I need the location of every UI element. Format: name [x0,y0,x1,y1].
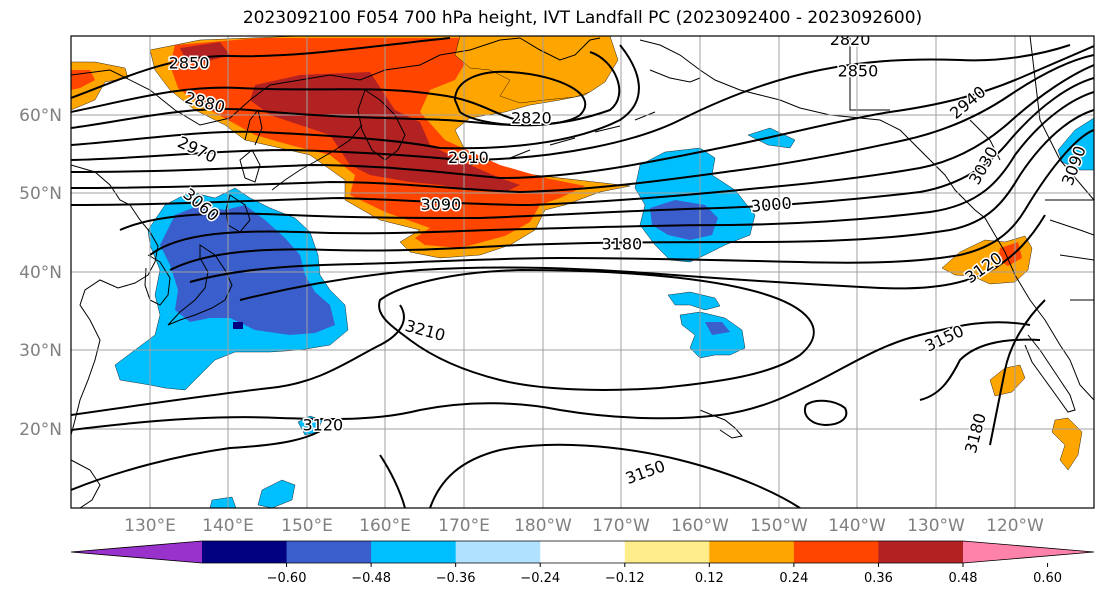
contour-label-group: 2910 [447,146,491,168]
colorbar-tick-label: 0.12 [695,571,724,586]
lon-tick: 130°E [124,516,176,536]
lon-tick: 150°E [281,516,333,536]
lat-tick: 60°N [19,106,62,126]
colorbar-extend-high [963,541,1094,563]
lon-tick: 170°W [592,516,650,536]
contour-label-group: 3120 [301,414,345,436]
colorbar-outline [70,540,1095,564]
contour-label-group: 2850 [167,52,211,74]
colorbar-segment [793,541,879,563]
lat-tick: 50°N [19,184,62,204]
contour-label: 2850 [169,54,210,73]
lon-tick: 140°E [202,516,254,536]
latitude-tick-labels: 20°N 30°N 40°N 50°N 60°N [19,106,62,440]
colorbar: −0.60 −0.48 −0.36 −0.24 −0.12 0.12 0.24 0.36 0.4… [70,540,1095,586]
contour-label-group: 3090 [419,194,463,216]
contour-label: 2850 [838,61,879,80]
colorbar-segment [540,541,626,563]
lon-tick: 120°W [986,516,1044,536]
colorbar-extend-low [71,541,202,563]
ivt-negative-anomaly-shading [114,117,1094,508]
colorbar-tick-label: −0.36 [436,571,476,586]
contour-label: 3090 [420,195,461,214]
colorbar-segment [709,541,795,563]
contour-label-group: 2820 [828,30,872,50]
ivt-cyan-south-1 [297,415,323,436]
lon-tick: 180°W [514,516,572,536]
colorbar-segment [878,541,964,563]
ivt-orange-mexico [1051,417,1083,471]
ivt-cyan-hawaii-north [667,291,721,311]
lat-tick: 40°N [19,263,62,283]
colorbar-tick-label: −0.48 [351,571,391,586]
ivt-redorange-west-edge [71,70,95,90]
ivt-cyan-south-2 [257,479,296,508]
colorbar-tick-label: 0.36 [864,571,893,586]
colorbar-segment [455,541,541,563]
contour-label: 2910 [448,148,489,167]
ivt-red-california [998,242,1022,266]
map-frame [70,35,1095,509]
contour-label: 3120 [302,415,343,434]
ivt-navy-spot [233,322,243,329]
map-title: 2023092100 F054 700 hPa height, IVT Land… [242,8,923,28]
lon-tick: 150°W [750,516,808,536]
contour-label-group: 2820 [509,107,553,129]
colorbar-segment [371,541,457,563]
colorbar-segment [286,541,372,563]
ivt-cyan-south-3 [209,496,237,508]
ivt-cyan-alaska [747,127,796,149]
contour-label: 3180 [601,234,642,253]
coastlines [71,36,1094,508]
colorbar-tick-label: 0.48 [949,571,978,586]
contour-label-group: 3180 [600,233,644,255]
contour-label: 2820 [511,109,552,128]
lon-tick: 140°W [828,516,886,536]
colorbar-tick-label: −0.60 [267,571,307,586]
height-contours [71,37,1094,508]
colorbar-segment [202,541,288,563]
ivt-blue-hawaii [705,322,730,335]
lon-tick: 160°E [359,516,411,536]
contour-label: 2820 [830,30,871,49]
contour-label-group: 2850 [836,60,880,82]
colorbar-tick-label: −0.24 [520,571,560,586]
lon-tick: 170°E [438,516,490,536]
contour-label-group: 3000 [749,192,794,217]
ivt-cyan-hawaii [679,311,746,359]
longitude-tick-labels: 130°E 140°E 150°E 160°E 170°E 180°W 170°… [124,516,1044,536]
colorbar-tick-label: −0.12 [605,571,645,586]
lon-tick: 160°W [671,516,729,536]
lat-tick: 30°N [19,341,62,361]
contour-label: 3000 [750,193,792,215]
colorbar-tick-label: 0.60 [1033,571,1062,586]
colorbar-tick-label: 0.24 [779,571,808,586]
lat-tick: 20°N [19,420,62,440]
lon-tick: 130°W [907,516,965,536]
colorbar-segment [624,541,710,563]
